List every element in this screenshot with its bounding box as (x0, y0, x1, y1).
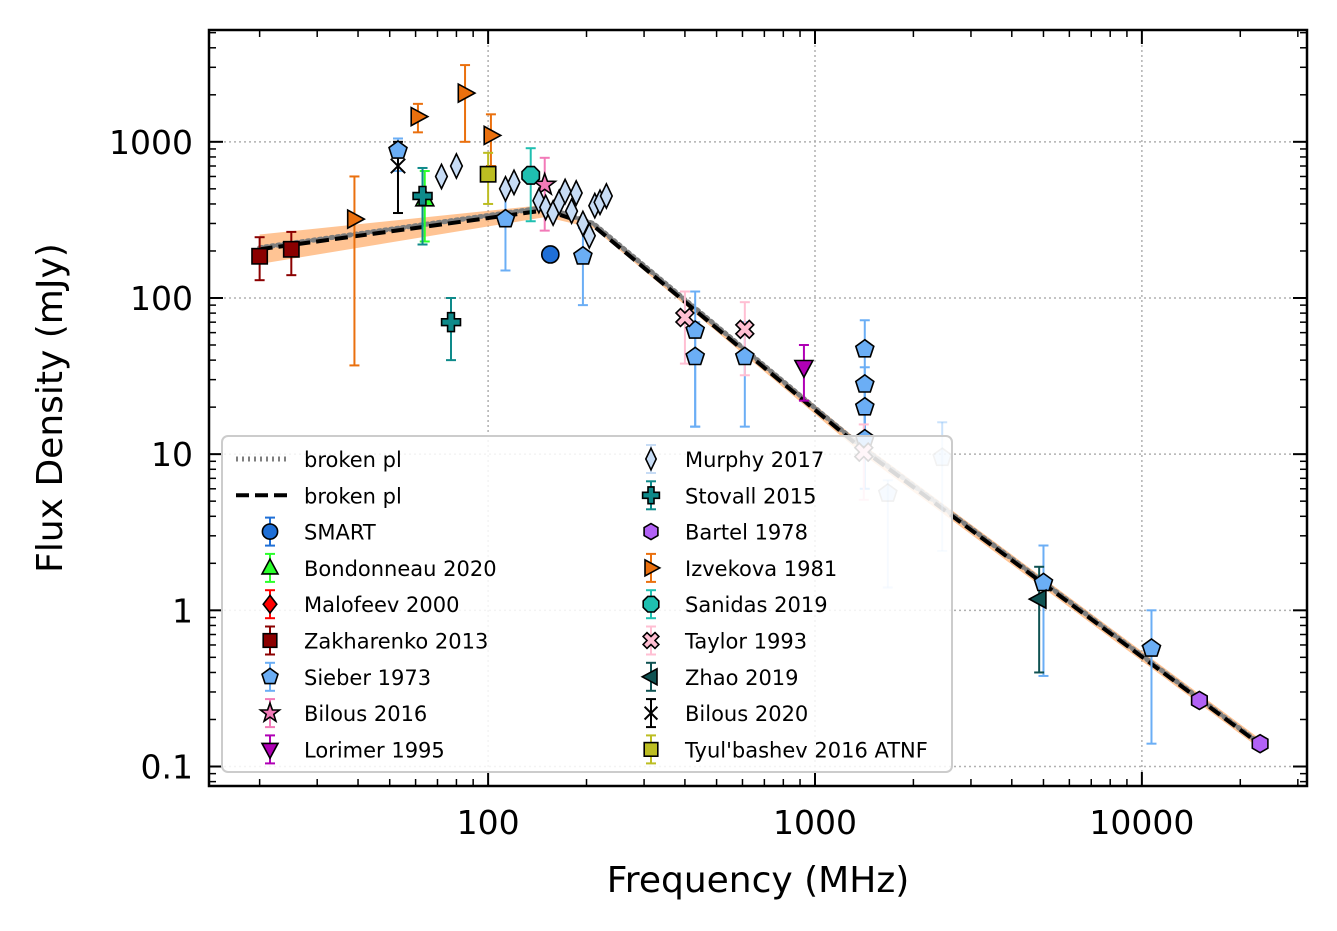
y-tick-label: 1000 (109, 123, 193, 162)
legend-label: Taylor 1993 (684, 630, 807, 654)
legend-marker-bilous-2016 (258, 700, 282, 724)
legend-label: Sanidas 2019 (685, 593, 828, 617)
legend-label: Malofeev 2000 (304, 593, 459, 617)
x-tick-label: 1000 (773, 803, 857, 842)
legend-marker-zakharenko-2013 (262, 632, 278, 649)
data-point-murphy-2017 (558, 177, 572, 206)
data-point-sieber-1973 (854, 396, 875, 416)
y-axis-label: Flux Density (mJy) (30, 243, 71, 573)
legend-label: Bilous 2020 (685, 702, 808, 726)
plot-frame (207, 28, 1309, 788)
legend-marker-bilous-2020 (643, 705, 659, 721)
data-point-murphy-2017 (569, 179, 583, 208)
legend-label: Murphy 2017 (685, 448, 824, 472)
data-point-sanidas-2019 (521, 165, 541, 185)
legend-marker-izvekova-1981 (644, 558, 662, 578)
data-point-zakharenko-2013 (282, 240, 300, 258)
data-point-sieber-1973 (734, 346, 755, 366)
data-point-bartel-1978 (1190, 690, 1208, 711)
legend: broken pl broken pl SMART Bondonneau 2020 Ma… (221, 435, 953, 773)
data-point-izvekova-1981 (483, 125, 503, 146)
legend-marker-bilous-2020-stroke (643, 705, 659, 721)
legend-label: Bartel 1978 (685, 521, 808, 545)
data-point-sieber-1973 (854, 338, 875, 358)
data-point-murphy-2017 (599, 181, 614, 210)
tick-labels: 100 1000 10000 0.1 1 10 100 1000 (109, 123, 1194, 842)
legend-box (221, 435, 953, 773)
y-tick-label: 10 (151, 435, 193, 474)
data-point-sieber-1973 (1141, 638, 1162, 657)
legend-label: SMART (304, 521, 376, 545)
legend-label: Tyul'bashev 2016 ATNF (684, 738, 928, 762)
legend-label: Zakharenko 2013 (304, 630, 488, 654)
legend-marker-bondonneau-2020 (260, 557, 280, 575)
legend-marker-smart (261, 523, 279, 540)
legend-marker-bartel-1978 (643, 522, 659, 541)
legend-label: Lorimer 1995 (304, 738, 445, 762)
data-point-zakharenko-2013 (251, 247, 269, 265)
legend-label: Sieber 1973 (304, 666, 431, 690)
data-point-murphy-2017 (507, 168, 521, 197)
legend-label: Bilous 2016 (304, 702, 427, 726)
data-point-murphy-2017 (434, 162, 449, 191)
legend-marker-sanidas-2019 (642, 595, 660, 613)
data-point-murphy-2017 (582, 221, 597, 250)
data-point-sieber-1973 (1033, 572, 1054, 592)
data-point-murphy-2017 (564, 197, 579, 226)
data-point-sieber-1973 (685, 346, 706, 366)
data-point-zhao-2019 (1027, 588, 1047, 610)
data-point-stovall-2015 (412, 185, 433, 207)
y-tick-label: 1 (172, 591, 193, 630)
fit-lines (257, 204, 1263, 747)
x-axis-label: Frequency (MHz) (607, 860, 910, 901)
fit-line-dotted (257, 204, 1263, 747)
legend-label: Stovall 2015 (685, 484, 817, 508)
legend-label: broken pl (304, 448, 402, 472)
data-point-tyul-bashev-2016-atnf (479, 165, 497, 183)
data-point-stovall-2015 (440, 311, 462, 333)
data-point-taylor-1993 (734, 319, 755, 340)
data-point-izvekova-1981 (346, 208, 366, 230)
legend-label: Bondonneau 2020 (304, 557, 497, 581)
data-point-smart (540, 245, 560, 264)
data-point-lorimer-1995 (793, 359, 815, 379)
legend-label: broken pl (304, 484, 402, 508)
legend-marker-murphy-2017 (644, 446, 658, 472)
legend-label: Izvekova 1981 (685, 557, 837, 581)
legend-marker-zhao-2019 (640, 667, 658, 687)
legend-marker-malofeev-2000 (262, 594, 278, 615)
data-point-taylor-1993 (674, 307, 695, 328)
y-tick-label: 0.1 (141, 747, 193, 786)
data-point-sieber-1973 (572, 245, 593, 265)
legend-marker-stovall-2015 (641, 486, 661, 505)
data-point-sieber-1973 (495, 208, 516, 228)
data-point-murphy-2017 (449, 152, 464, 181)
x-tick-label: 10000 (1089, 803, 1194, 842)
data-point-sieber-1973 (854, 373, 875, 393)
legend-marker-lorimer-1995 (260, 742, 280, 760)
data-point-bilous-2020-stroke (390, 158, 406, 174)
data-point-bilous-2020 (390, 158, 406, 174)
data-point-sieber-1973 (388, 140, 408, 159)
legend-marker-sieber-1973 (261, 667, 279, 685)
axis-ticks (209, 30, 1307, 786)
legend-marker-tyul-bashev-2016-atnf (643, 741, 659, 757)
data-point-izvekova-1981 (410, 106, 430, 127)
legend-marker-taylor-1993 (641, 631, 661, 650)
y-tick-label: 100 (130, 279, 193, 318)
data-point-bartel-1978 (1251, 733, 1269, 754)
fit-line-dashed (259, 208, 1262, 747)
legend-label: Zhao 2019 (685, 666, 799, 690)
data-point-izvekova-1981 (457, 82, 477, 104)
x-tick-label: 100 (457, 803, 520, 842)
